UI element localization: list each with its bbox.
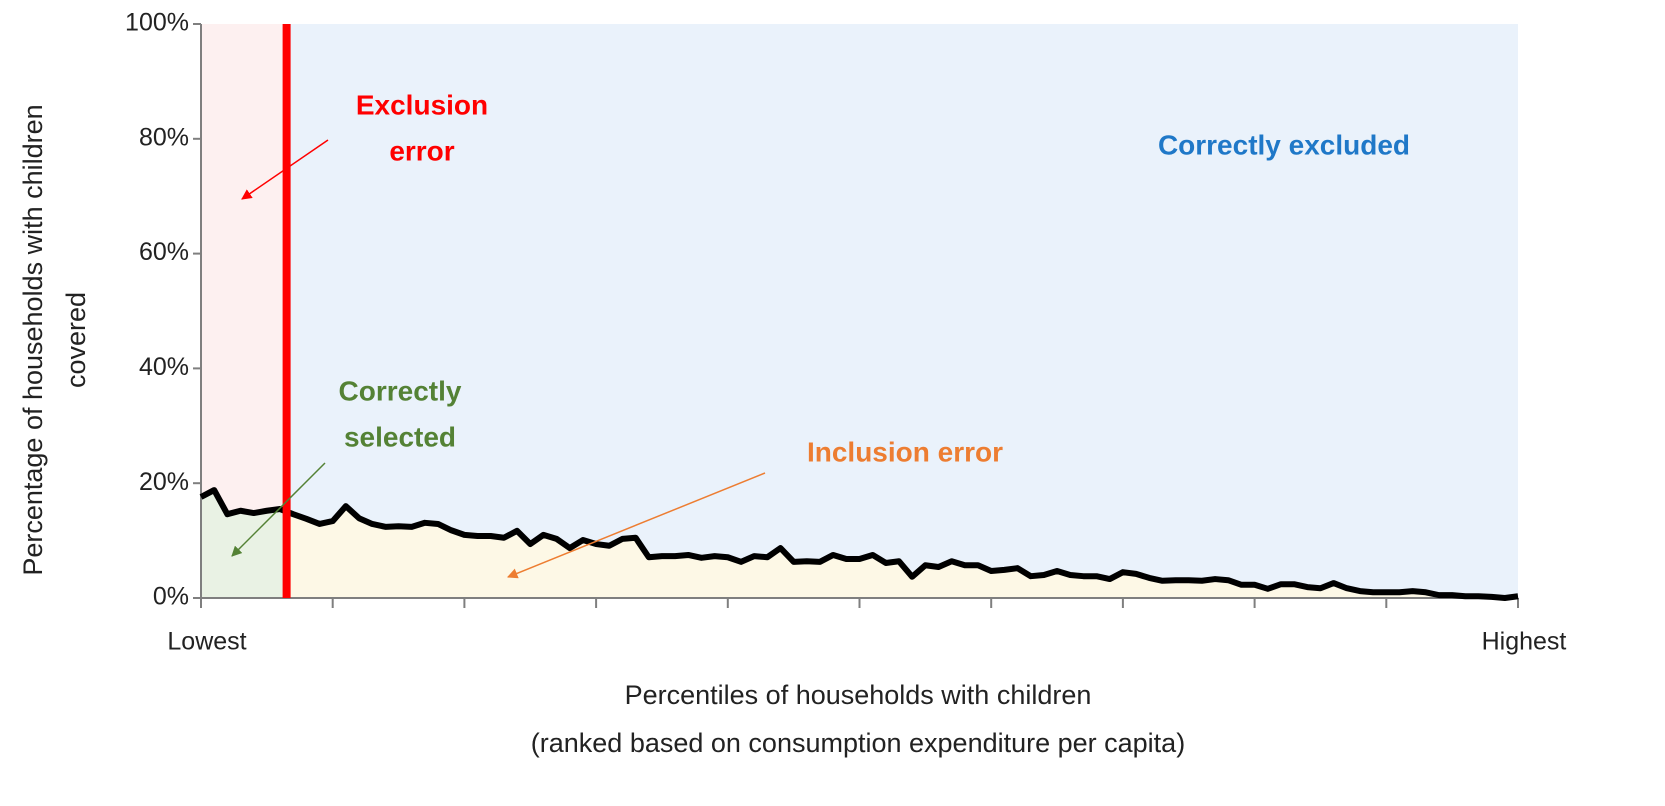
y-tick-label: 20%: [139, 468, 189, 496]
annotation-text: error: [389, 135, 454, 166]
excluded-region: [286, 24, 1519, 598]
y-axis-title: Percentage of households with children: [18, 104, 48, 575]
y-tick-label: 0%: [153, 583, 189, 611]
annotation-text: Exclusion: [356, 89, 488, 120]
x-tick-label: Highest: [1482, 628, 1567, 656]
x-axis-title: Percentiles of households with children: [625, 680, 1092, 710]
y-tick-label: 40%: [139, 353, 189, 381]
y-axis-title: covered: [61, 292, 91, 388]
annotation-text: Correctly excluded: [1158, 129, 1410, 160]
annotation-text: selected: [344, 421, 456, 452]
y-tick-label: 60%: [139, 238, 189, 266]
annotation-text: Inclusion error: [807, 436, 1003, 467]
y-tick-label: 100%: [125, 9, 189, 37]
series-line: [199, 487, 1519, 601]
annotation-arrow: [231, 462, 326, 557]
x-axis-title: (ranked based on consumption expenditure…: [531, 728, 1185, 758]
annotations: Exclusion error Correctly excluded Correctl…: [231, 89, 1410, 579]
regions: [201, 24, 1519, 598]
annotation-text: Correctly: [339, 375, 462, 406]
annotation-arrow: [507, 472, 766, 579]
annotation-arrow: [241, 139, 329, 200]
axes: 0% 20% 40% 60% 80% 100% Lowest Highest Percentil…: [18, 9, 1566, 759]
y-tick-label: 80%: [139, 123, 189, 151]
inclusion-area: [286, 506, 1518, 598]
x-tick-label: Lowest: [167, 628, 246, 656]
